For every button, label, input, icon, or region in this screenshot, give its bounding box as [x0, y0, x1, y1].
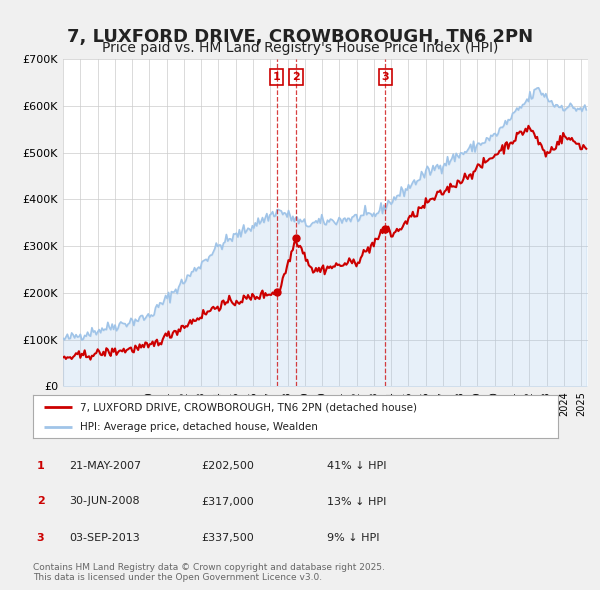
Text: 1: 1	[273, 72, 281, 82]
Text: 03-SEP-2013: 03-SEP-2013	[69, 533, 140, 543]
Text: 3: 3	[37, 533, 44, 543]
Text: £202,500: £202,500	[201, 461, 254, 471]
Text: £317,000: £317,000	[201, 497, 254, 506]
Text: 3: 3	[382, 72, 389, 82]
Text: 21-MAY-2007: 21-MAY-2007	[69, 461, 141, 471]
Text: 2: 2	[37, 497, 44, 506]
Text: Contains HM Land Registry data © Crown copyright and database right 2025.
This d: Contains HM Land Registry data © Crown c…	[33, 563, 385, 582]
Text: 2: 2	[292, 72, 300, 82]
Text: 41% ↓ HPI: 41% ↓ HPI	[327, 461, 386, 471]
Text: 9% ↓ HPI: 9% ↓ HPI	[327, 533, 380, 543]
Text: 13% ↓ HPI: 13% ↓ HPI	[327, 497, 386, 506]
Text: 1: 1	[37, 461, 44, 471]
Text: £337,500: £337,500	[201, 533, 254, 543]
Text: HPI: Average price, detached house, Wealden: HPI: Average price, detached house, Weal…	[80, 422, 318, 432]
Text: Price paid vs. HM Land Registry's House Price Index (HPI): Price paid vs. HM Land Registry's House …	[102, 41, 498, 55]
Text: 7, LUXFORD DRIVE, CROWBOROUGH, TN6 2PN (detached house): 7, LUXFORD DRIVE, CROWBOROUGH, TN6 2PN (…	[80, 402, 417, 412]
Text: 7, LUXFORD DRIVE, CROWBOROUGH, TN6 2PN: 7, LUXFORD DRIVE, CROWBOROUGH, TN6 2PN	[67, 28, 533, 45]
Text: 30-JUN-2008: 30-JUN-2008	[69, 497, 140, 506]
